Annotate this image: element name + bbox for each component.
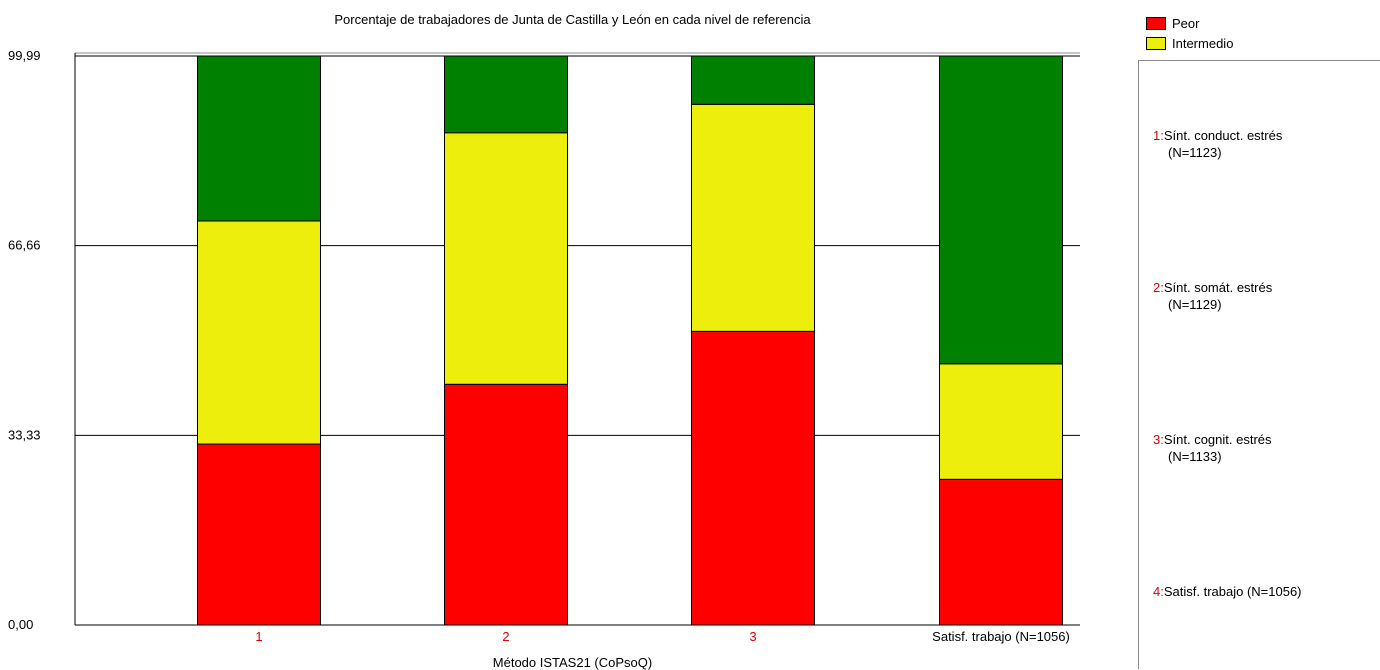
- key-count: (N=1129): [1168, 297, 1222, 312]
- legend-swatch-peor: [1146, 17, 1166, 30]
- category-key-1: 1:Sínt. conduct. estrés (N=1123): [1153, 127, 1282, 161]
- bar-segment-favorable: [444, 55, 568, 134]
- y-tick-label: 99,99: [8, 48, 41, 63]
- key-label: Sínt. conduct. estrés: [1163, 128, 1283, 143]
- category-key-2: 2:Sínt. somát. estrés (N=1129): [1153, 279, 1272, 313]
- x-axis-title: Método ISTAS21 (CoPsoQ): [492, 655, 653, 670]
- category-key-panel: 1:Sínt. conduct. estrés (N=1123) 2:Sínt.…: [1138, 60, 1380, 669]
- x-tick-label: 1: [255, 629, 262, 644]
- bar-segment-favorable: [691, 55, 815, 105]
- key-count: (N=1133): [1168, 449, 1222, 464]
- legend-label-intermedio: Intermedio: [1172, 36, 1234, 51]
- legend-item-intermedio[interactable]: Intermedio: [1146, 36, 1233, 51]
- y-tick-label: 66,66: [8, 238, 41, 253]
- key-label: Sínt. somát. estrés: [1163, 280, 1273, 295]
- y-tick-label: 0,00: [8, 617, 33, 632]
- legend-label-peor: Peor: [1172, 16, 1200, 31]
- key-number: 3:: [1153, 432, 1164, 447]
- legend-swatch-intermedio: [1146, 37, 1166, 50]
- bar-segment-favorable: [939, 55, 1063, 365]
- x-tick-label: 2: [502, 629, 509, 644]
- legend: Peor Intermedio: [1138, 10, 1380, 60]
- chart-title: Porcentaje de trabajadores de Junta de C…: [334, 12, 811, 27]
- bar-segment-peor: [691, 330, 815, 626]
- key-number: 2:: [1153, 280, 1164, 295]
- category-key-3: 3:Sínt. cognit. estrés (N=1133): [1153, 431, 1272, 465]
- bar-segment-peor: [444, 383, 568, 626]
- bar-segment-favorable: [197, 55, 321, 222]
- key-count: (N=1123): [1168, 145, 1222, 160]
- key-label: Sínt. cognit. estrés: [1163, 432, 1272, 447]
- bar-segment-intermedio: [197, 220, 321, 445]
- bar-segment-intermedio: [691, 103, 815, 332]
- chart-plot: 0,00 33,33 66,66 99,99 1 2 3 Satisf. trabajo (N…: [8, 48, 1080, 644]
- key-number: 1:: [1153, 128, 1164, 143]
- legend-item-peor[interactable]: Peor: [1146, 16, 1199, 31]
- category-key-4: 4:Satisf. trabajo (N=1056): [1153, 583, 1302, 600]
- x-tick-label: 3: [749, 629, 756, 644]
- key-number: 4:: [1153, 584, 1164, 599]
- bar-segment-intermedio: [939, 363, 1063, 480]
- key-label: Satisf. trabajo (N=1056): [1163, 584, 1302, 599]
- x-tick-label: Satisf. trabajo (N=1056): [932, 629, 1070, 644]
- y-tick-label: 33,33: [8, 427, 41, 442]
- bar-segment-peor: [197, 443, 321, 626]
- bar-segment-intermedio: [444, 132, 568, 385]
- bar-segment-peor: [939, 478, 1063, 626]
